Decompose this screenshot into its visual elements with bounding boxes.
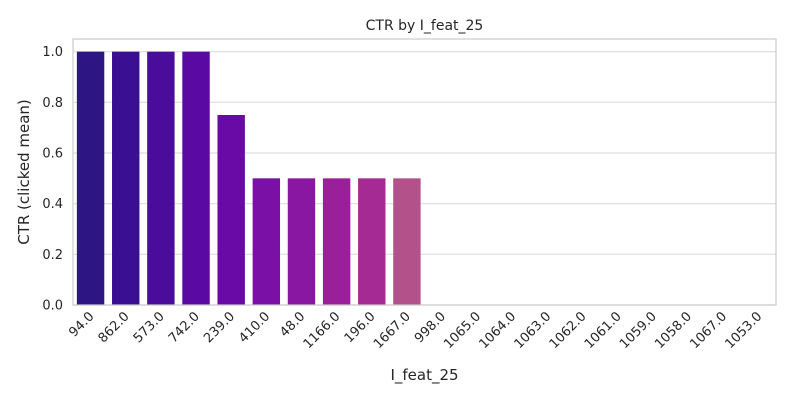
bar — [358, 178, 386, 305]
y-tick-label: 0.8 — [42, 96, 63, 111]
bar — [76, 51, 105, 305]
y-tick-label: 0.0 — [42, 299, 63, 314]
x-tick-label: 1063.0 — [512, 309, 555, 352]
x-tick-label: 1667.0 — [371, 309, 414, 352]
x-tick-label: 410.0 — [236, 309, 273, 346]
x-tick-label: 239.0 — [201, 309, 238, 346]
x-tick-label: 1062.0 — [547, 309, 590, 352]
x-tick-label: 1064.0 — [476, 309, 519, 352]
x-tick-label: 94.0 — [66, 309, 97, 340]
x-axis-label: I_feat_25 — [390, 366, 458, 385]
y-tick-labels: 0.0 0.2 0.4 0.6 0.8 1.0 — [42, 45, 63, 313]
bar — [112, 51, 140, 305]
x-tick-label: 1061.0 — [582, 309, 625, 352]
x-tick-label: 1166.0 — [301, 309, 344, 352]
bar — [182, 51, 210, 305]
y-tick-label: 0.6 — [42, 147, 63, 162]
x-tick-label: 1058.0 — [652, 309, 695, 352]
bar — [322, 178, 351, 305]
bar — [393, 178, 421, 305]
x-tick-label: 1053.0 — [722, 309, 765, 352]
bar — [147, 51, 175, 305]
bar — [217, 115, 245, 305]
bar — [287, 178, 316, 305]
gridlines — [73, 51, 776, 306]
y-tick-label: 0.4 — [42, 197, 63, 212]
x-tick-label: 1065.0 — [441, 309, 484, 352]
chart-title: CTR by I_feat_25 — [366, 18, 484, 34]
x-tick-label: 742.0 — [166, 309, 203, 346]
y-tick-label: 0.2 — [42, 248, 63, 263]
bars — [76, 51, 421, 305]
x-tick-label: 1059.0 — [617, 309, 660, 352]
y-tick-label: 1.0 — [42, 45, 63, 60]
x-tick-label: 1067.0 — [687, 309, 730, 352]
x-tick-label: 48.0 — [277, 309, 308, 340]
x-tick-label: 862.0 — [96, 309, 133, 346]
plot-frame — [72, 38, 777, 306]
bar — [252, 178, 281, 305]
x-tick-label: 573.0 — [131, 309, 168, 346]
y-axis-label: CTR (clicked mean) — [15, 99, 33, 245]
